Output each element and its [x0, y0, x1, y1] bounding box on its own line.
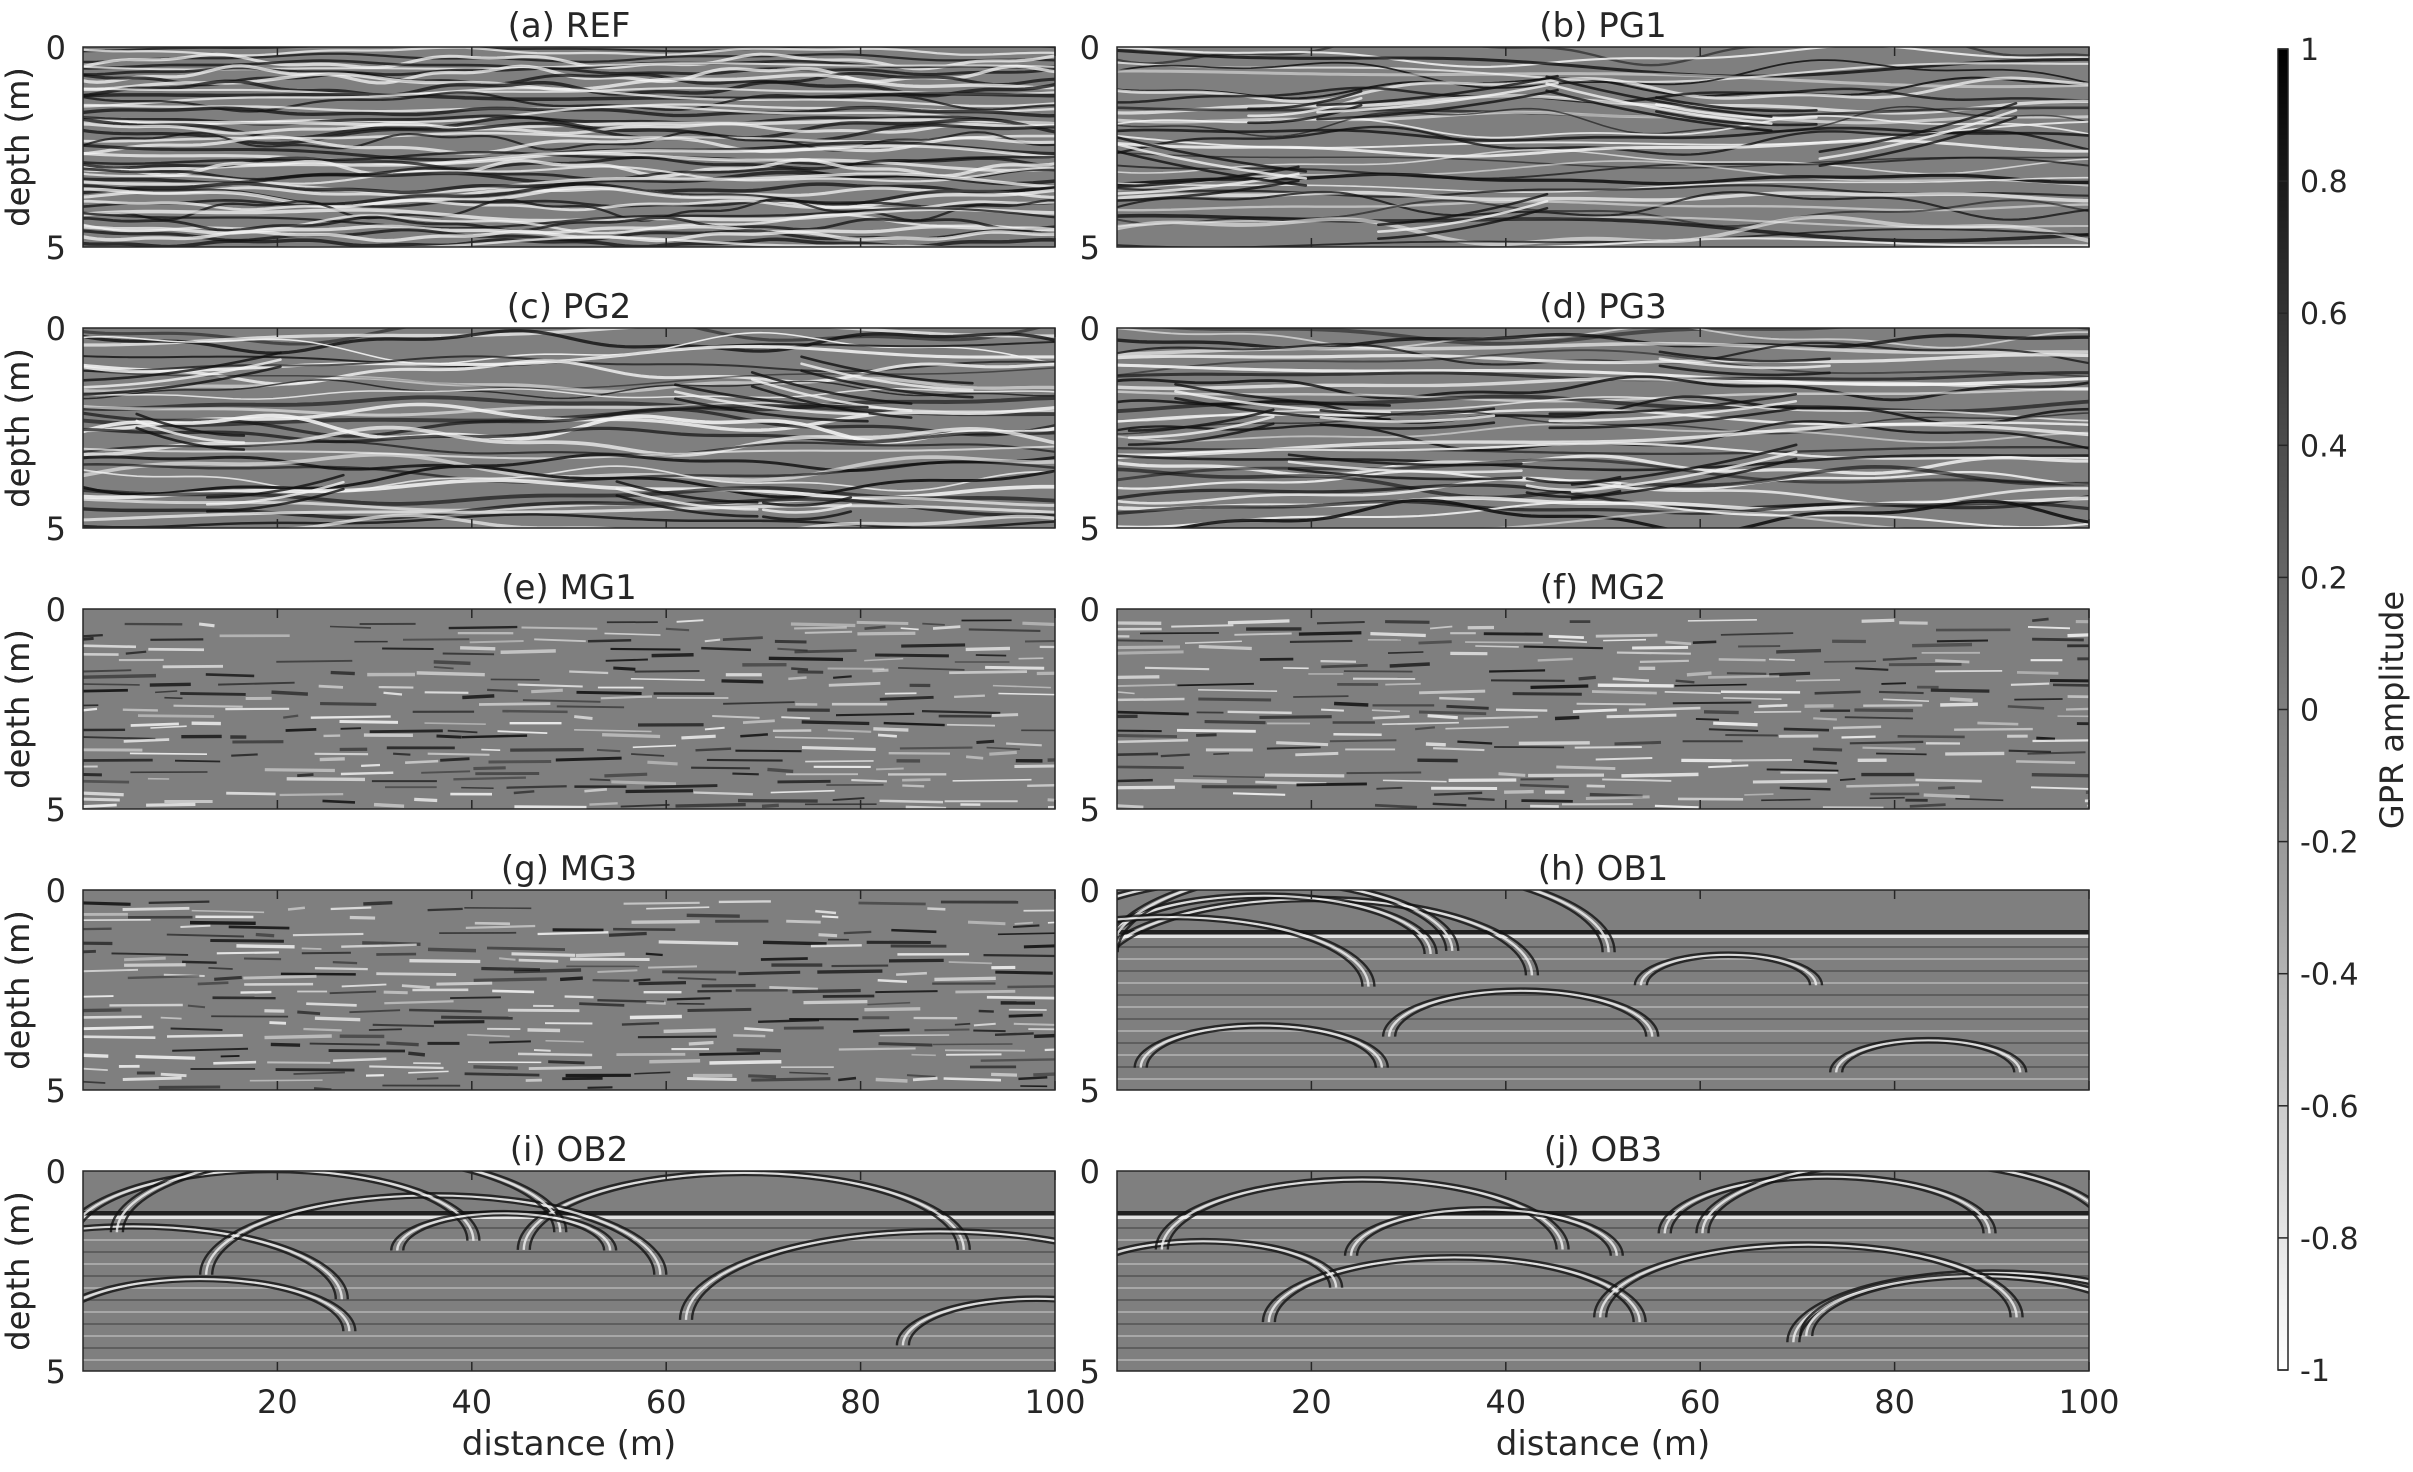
colorbar-tick-label: -0.8	[2300, 1222, 2359, 1257]
x-tick-label: 40	[1485, 1383, 1526, 1421]
colorbar-tick-label: 0.4	[2300, 429, 2348, 464]
y-axis-label: depth (m)	[0, 1191, 37, 1350]
x-tick-label: 60	[646, 1383, 687, 1421]
y-axis-label: depth (m)	[0, 910, 37, 1069]
panel-frame	[82, 608, 1056, 810]
x-axis-label: distance (m)	[1496, 1424, 1711, 1464]
panel-title: (f) MG2	[1540, 568, 1667, 608]
y-tick-label: 0	[1080, 1153, 1100, 1191]
y-tick-label: 0	[1080, 29, 1100, 67]
x-tick-label: 60	[1680, 1383, 1721, 1421]
y-tick-label: 5	[1080, 791, 1100, 829]
colorbar: 1 0.8 0.6 0.4 0.2 0 -0.2 -0.4 -0.6 -0.8 -1 GPR amp…	[2277, 33, 2411, 1389]
y-tick-label: 5	[1080, 1353, 1100, 1391]
colorbar-tick-label: -1	[2300, 1354, 2330, 1389]
colorbar-tick-label: 0.6	[2300, 297, 2348, 332]
colorbar-tick-label: 0.2	[2300, 561, 2348, 596]
y-tick-label: 5	[1080, 1072, 1100, 1110]
x-tick-label: 80	[1874, 1383, 1915, 1421]
y-axis-label: depth (m)	[0, 629, 37, 788]
panel-title: (i) OB2	[510, 1130, 629, 1170]
panel-frame	[82, 46, 1056, 248]
panel-title: (d) PG3	[1539, 287, 1666, 327]
colorbar-tick-label: 0	[2300, 694, 2319, 729]
y-tick-label: 0	[46, 872, 66, 910]
x-axis-label: distance (m)	[462, 1424, 677, 1464]
y-tick-label: 0	[46, 591, 66, 629]
y-axis-label: depth (m)	[0, 67, 37, 226]
panel-frame	[1116, 327, 2090, 529]
y-axis-label: depth (m)	[0, 629, 37, 788]
colorbar-tick-label: 0.8	[2300, 165, 2348, 200]
colorbar-tick-label: 1	[2300, 33, 2319, 68]
panel-title: (e) MG1	[501, 568, 637, 608]
y-tick-label: 5	[46, 1353, 66, 1391]
panel-title: (a) REF	[508, 6, 631, 46]
y-axis-label: depth (m)	[0, 348, 37, 507]
colorbar-tick-label: -0.4	[2300, 958, 2359, 993]
x-tick-label: 100	[1024, 1383, 1085, 1421]
y-tick-label: 0	[1080, 310, 1100, 348]
panel-title: (j) OB3	[1544, 1130, 1663, 1170]
panel-frame	[82, 1170, 1056, 1372]
panel-frame	[1116, 889, 2090, 1091]
colorbar-ticks: 1 0.8 0.6 0.4 0.2 0 -0.2 -0.4 -0.6 -0.8 -1	[2278, 33, 2359, 1389]
x-tick-label: 20	[1291, 1383, 1332, 1421]
panel-title: (h) OB1	[1538, 849, 1669, 889]
y-tick-label: 0	[1080, 872, 1100, 910]
panel-frame	[1116, 1170, 2090, 1372]
y-tick-label: 5	[46, 1072, 66, 1110]
y-tick-label: 5	[46, 510, 66, 548]
panel-title: (c) PG2	[507, 287, 632, 327]
panel-frame	[1116, 608, 2090, 810]
y-tick-label: 5	[46, 791, 66, 829]
y-tick-label: 5	[46, 229, 66, 267]
y-axis-label: depth (m)	[0, 348, 37, 507]
y-tick-label: 0	[46, 29, 66, 67]
colorbar-tick-label: -0.6	[2300, 1090, 2359, 1125]
y-tick-label: 0	[1080, 591, 1100, 629]
y-axis-label: depth (m)	[0, 67, 37, 226]
panel-frame	[1116, 46, 2090, 248]
x-tick-label: 20	[257, 1383, 298, 1421]
y-tick-label: 0	[46, 310, 66, 348]
x-tick-label: 100	[2058, 1383, 2119, 1421]
x-tick-label: 80	[840, 1383, 881, 1421]
y-axis-label: depth (m)	[0, 910, 37, 1069]
y-axis-label: depth (m)	[0, 1191, 37, 1350]
x-tick-label: 40	[451, 1383, 492, 1421]
colorbar-label: GPR amplitude	[2373, 591, 2411, 829]
y-tick-label: 5	[1080, 510, 1100, 548]
panel-frame	[82, 889, 1056, 1091]
panel-frame	[82, 327, 1056, 529]
y-tick-label: 5	[1080, 229, 1100, 267]
panel-title: (g) MG3	[501, 849, 637, 889]
panel-title: (b) PG1	[1539, 6, 1666, 46]
y-tick-label: 0	[46, 1153, 66, 1191]
colorbar-tick-label: -0.2	[2300, 826, 2359, 861]
